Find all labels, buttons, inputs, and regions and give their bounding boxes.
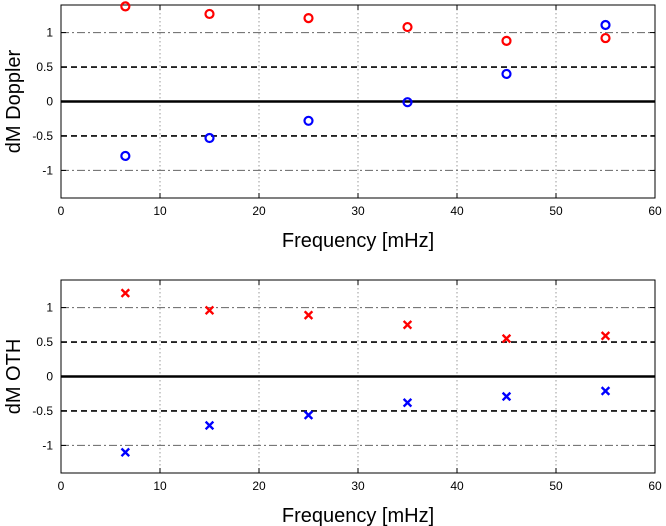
x-tick-label: 50 bbox=[549, 204, 563, 218]
y-tick-label: 0.5 bbox=[36, 60, 53, 74]
y-tick-label: 0 bbox=[46, 95, 53, 109]
x-tick-label: 20 bbox=[252, 204, 266, 218]
data-point bbox=[402, 21, 413, 33]
x-tick-label: 10 bbox=[153, 204, 167, 218]
data-point bbox=[501, 68, 512, 80]
data-point bbox=[204, 8, 215, 20]
y-axis-label: dM OTH bbox=[3, 339, 25, 415]
data-point bbox=[402, 320, 413, 330]
y-tick-label: -0.5 bbox=[32, 404, 53, 418]
y-tick-label: -1 bbox=[42, 163, 53, 177]
series-2 bbox=[120, 19, 611, 162]
data-point bbox=[600, 32, 611, 44]
x-tick-label: 30 bbox=[351, 204, 365, 218]
x-tick-label: 50 bbox=[549, 479, 563, 493]
data-point bbox=[501, 333, 512, 344]
y-tick-label: 1 bbox=[46, 26, 53, 40]
data-point bbox=[303, 310, 314, 320]
data-point bbox=[501, 35, 512, 46]
data-point bbox=[600, 331, 611, 341]
data-point bbox=[120, 447, 131, 458]
data-point bbox=[600, 386, 611, 396]
data-point bbox=[303, 12, 314, 24]
data-point bbox=[600, 19, 611, 31]
y-tick-label: -1 bbox=[42, 438, 53, 452]
x-tick-label: 30 bbox=[351, 479, 365, 493]
y-axis-label: dM Doppler bbox=[3, 49, 25, 153]
data-point bbox=[303, 115, 314, 126]
data-point bbox=[204, 305, 215, 316]
data-point bbox=[402, 397, 413, 408]
y-tick-label: 1 bbox=[46, 301, 53, 315]
data-point bbox=[204, 420, 215, 431]
x-tick-label: 0 bbox=[58, 204, 65, 218]
x-tick-label: 40 bbox=[450, 479, 464, 493]
x-tick-label: 10 bbox=[153, 479, 167, 493]
subplot-2: 0 10 20 30 40 50 60 -1 -0.5 0 0.5 1 Frequency [mHz] d… bbox=[3, 279, 662, 526]
y-tick-label: 0 bbox=[46, 370, 53, 384]
data-point bbox=[120, 150, 131, 162]
y-tick-label: 0.5 bbox=[36, 335, 53, 349]
data-point bbox=[120, 1, 131, 12]
x-axis-label: Frequency [mHz] bbox=[282, 505, 434, 526]
subplot-1: 0 10 20 30 40 50 60 -1 -0.5 0 0.5 1 Frequency [mHz] d… bbox=[3, 1, 662, 252]
x-tick-label: 40 bbox=[450, 204, 464, 218]
data-point bbox=[402, 97, 413, 108]
x-tick-label: 60 bbox=[648, 479, 662, 493]
data-point bbox=[120, 288, 131, 298]
series-1 bbox=[120, 288, 611, 344]
x-axis-label: Frequency [mHz] bbox=[282, 230, 434, 252]
data-point bbox=[204, 132, 215, 144]
x-tick-label: 20 bbox=[252, 479, 266, 493]
data-point bbox=[501, 391, 512, 402]
data-point bbox=[303, 410, 314, 420]
x-tick-label: 0 bbox=[58, 479, 65, 493]
series-1 bbox=[120, 1, 611, 46]
x-tick-label: 60 bbox=[648, 204, 662, 218]
series-2 bbox=[120, 386, 611, 458]
y-tick-label: -0.5 bbox=[32, 129, 53, 143]
